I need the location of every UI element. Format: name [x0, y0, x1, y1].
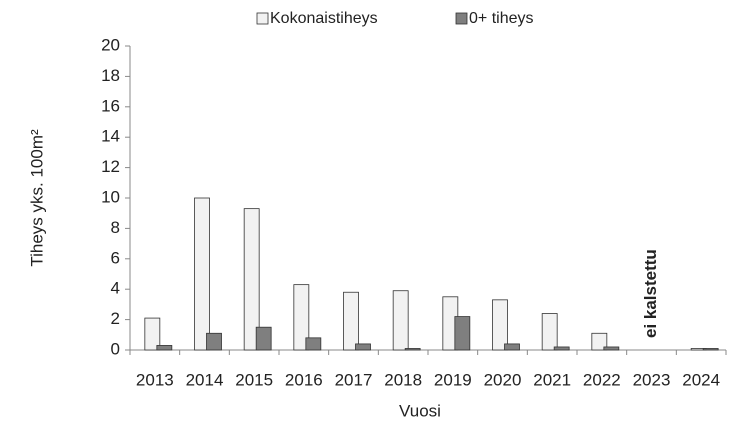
legend-swatch — [256, 12, 269, 25]
x-tick-label: 2021 — [533, 370, 571, 389]
y-tick-label: 10 — [101, 187, 120, 206]
x-tick-label: 2016 — [285, 370, 323, 389]
annotation: ei kalstettu — [641, 249, 660, 338]
y-tick-label: 12 — [101, 157, 120, 176]
y-tick-label: 18 — [101, 66, 120, 85]
bar — [293, 284, 310, 351]
bar — [702, 348, 719, 351]
bar — [504, 343, 520, 351]
x-tick-label: 2024 — [682, 370, 720, 389]
bar — [206, 332, 222, 351]
bar — [355, 343, 371, 351]
legend-label: 0+ tiheys — [469, 10, 533, 27]
bar — [404, 348, 421, 351]
x-tick-label: 2022 — [583, 370, 621, 389]
bar — [492, 299, 508, 351]
bar — [243, 208, 260, 351]
y-tick-label: 8 — [111, 218, 120, 237]
bar — [305, 337, 322, 351]
x-tick-label: 2023 — [633, 370, 671, 389]
x-tick-label: 2015 — [235, 370, 273, 389]
x-tick-label: 2014 — [186, 370, 224, 389]
legend-label: Kokonaistiheys — [270, 10, 378, 27]
x-tick-label: 2018 — [384, 370, 422, 389]
bar — [392, 290, 409, 351]
y-tick-label: 14 — [101, 127, 120, 146]
legend-swatch — [455, 12, 468, 25]
x-tick-label: 2019 — [434, 370, 472, 389]
bar — [454, 316, 471, 351]
bar — [343, 291, 359, 351]
bar — [255, 326, 272, 351]
bar — [541, 313, 558, 351]
x-tick-label: 2017 — [335, 370, 373, 389]
y-tick-label: 4 — [111, 279, 120, 298]
x-tick-label: 2013 — [136, 370, 174, 389]
bar — [144, 317, 161, 351]
y-tick-label: 16 — [101, 96, 120, 115]
x-tick-label: 2020 — [484, 370, 522, 389]
y-tick-label: 20 — [101, 35, 120, 54]
y-axis-title: Tiheys yks. 100m² — [27, 129, 46, 267]
y-tick-label: 0 — [111, 339, 120, 358]
bar — [194, 197, 210, 351]
bar — [156, 345, 173, 351]
y-tick-label: 6 — [111, 248, 120, 267]
x-axis-title: Vuosi — [399, 401, 441, 420]
bar — [591, 332, 608, 351]
bar — [603, 346, 620, 351]
bar — [553, 346, 570, 351]
y-tick-label: 2 — [111, 309, 120, 328]
